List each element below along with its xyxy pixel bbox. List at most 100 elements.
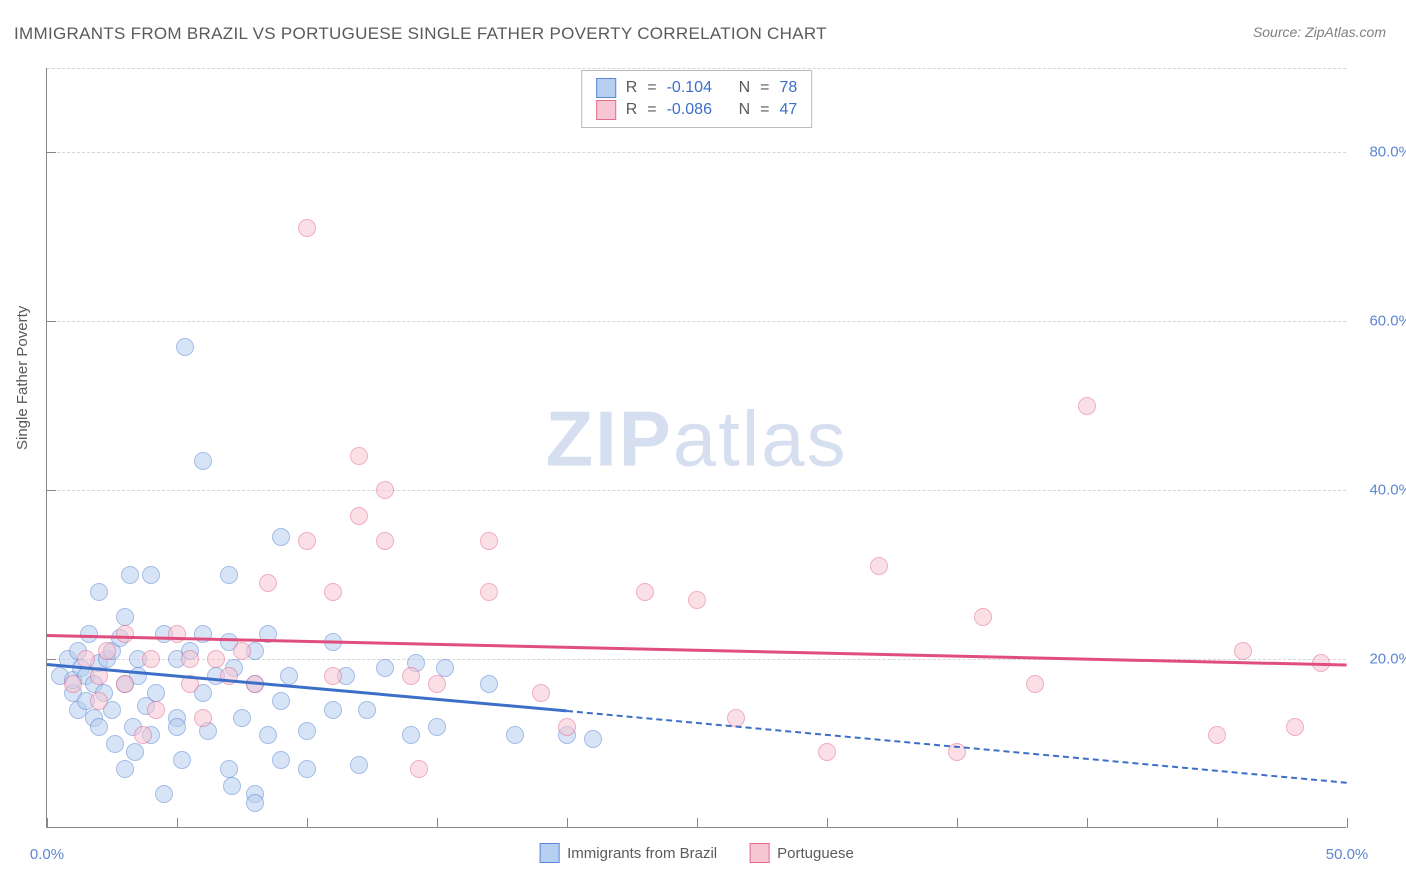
data-point xyxy=(324,583,342,601)
data-point xyxy=(272,692,290,710)
data-point xyxy=(870,557,888,575)
legend-n-value-1: 47 xyxy=(780,101,798,119)
data-point xyxy=(358,701,376,719)
x-tick-label: 0.0% xyxy=(30,846,64,863)
data-point xyxy=(376,481,394,499)
x-tick xyxy=(1087,818,1088,828)
legend-label-series-1: Portuguese xyxy=(777,845,854,862)
data-point xyxy=(116,608,134,626)
data-point xyxy=(402,726,420,744)
y-tick xyxy=(46,321,56,322)
data-point xyxy=(194,709,212,727)
data-point xyxy=(106,735,124,753)
data-point xyxy=(280,667,298,685)
legend-swatch-series-1 xyxy=(596,100,616,120)
scatter-plot-area: ZIPatlas R = -0.104 N = 78 R = -0.086 N … xyxy=(46,68,1346,828)
data-point xyxy=(428,675,446,693)
x-tick xyxy=(827,818,828,828)
data-point xyxy=(350,507,368,525)
data-point xyxy=(410,760,428,778)
data-point xyxy=(126,743,144,761)
data-point xyxy=(636,583,654,601)
data-point xyxy=(376,532,394,550)
data-point xyxy=(1026,675,1044,693)
data-point xyxy=(298,760,316,778)
chart-container: IMMIGRANTS FROM BRAZIL VS PORTUGUESE SIN… xyxy=(0,0,1406,892)
data-point xyxy=(90,718,108,736)
data-point xyxy=(233,642,251,660)
gridline xyxy=(47,152,1346,153)
data-point xyxy=(1286,718,1304,736)
legend-n-label: N xyxy=(739,101,751,119)
legend-swatch-series-0 xyxy=(596,78,616,98)
data-point xyxy=(558,718,576,736)
data-point xyxy=(116,675,134,693)
x-tick xyxy=(1347,818,1348,828)
data-point xyxy=(181,650,199,668)
data-point xyxy=(532,684,550,702)
data-point xyxy=(428,718,446,736)
data-point xyxy=(298,722,316,740)
legend-eq: = xyxy=(760,101,769,119)
data-point xyxy=(116,625,134,643)
data-point xyxy=(1078,397,1096,415)
data-point xyxy=(207,650,225,668)
y-tick-label: 60.0% xyxy=(1369,313,1406,330)
data-point xyxy=(324,667,342,685)
y-tick-label: 80.0% xyxy=(1369,144,1406,161)
data-point xyxy=(90,692,108,710)
data-point xyxy=(80,625,98,643)
gridline xyxy=(47,321,1346,322)
y-axis-title: Single Father Poverty xyxy=(14,306,31,450)
data-point xyxy=(259,726,277,744)
legend-swatch-series-1 xyxy=(749,843,769,863)
data-point xyxy=(480,675,498,693)
data-point xyxy=(168,625,186,643)
data-point xyxy=(506,726,524,744)
watermark-bold: ZIP xyxy=(545,394,672,482)
watermark-rest: atlas xyxy=(673,394,848,482)
legend-swatch-series-0 xyxy=(539,843,559,863)
x-tick xyxy=(177,818,178,828)
data-point xyxy=(155,785,173,803)
data-point xyxy=(168,718,186,736)
legend-row-series-1: R = -0.086 N = 47 xyxy=(596,99,798,121)
data-point xyxy=(246,794,264,812)
data-point xyxy=(298,219,316,237)
x-tick xyxy=(1217,818,1218,828)
x-tick xyxy=(307,818,308,828)
data-point xyxy=(402,667,420,685)
data-point xyxy=(974,608,992,626)
legend-eq: = xyxy=(647,79,656,97)
data-point xyxy=(688,591,706,609)
x-tick xyxy=(567,818,568,828)
data-point xyxy=(272,528,290,546)
y-tick-label: 40.0% xyxy=(1369,482,1406,499)
data-point xyxy=(176,338,194,356)
y-tick-label: 20.0% xyxy=(1369,651,1406,668)
data-point xyxy=(376,659,394,677)
data-point xyxy=(324,701,342,719)
data-point xyxy=(584,730,602,748)
data-point xyxy=(298,532,316,550)
legend-correlation-box: R = -0.104 N = 78 R = -0.086 N = 47 xyxy=(581,70,813,128)
x-tick xyxy=(697,818,698,828)
data-point xyxy=(350,447,368,465)
data-point xyxy=(1208,726,1226,744)
chart-title: IMMIGRANTS FROM BRAZIL VS PORTUGUESE SIN… xyxy=(14,24,827,44)
data-point xyxy=(64,675,82,693)
y-tick xyxy=(46,152,56,153)
data-point xyxy=(818,743,836,761)
data-point xyxy=(173,751,191,769)
legend-n-value-0: 78 xyxy=(780,79,798,97)
x-tick xyxy=(957,818,958,828)
y-tick xyxy=(46,490,56,491)
data-point xyxy=(147,701,165,719)
legend-eq: = xyxy=(760,79,769,97)
data-point xyxy=(142,650,160,668)
data-point xyxy=(272,751,290,769)
y-tick xyxy=(46,659,56,660)
trend-line-extrapolated xyxy=(567,710,1347,784)
data-point xyxy=(350,756,368,774)
data-point xyxy=(134,726,152,744)
